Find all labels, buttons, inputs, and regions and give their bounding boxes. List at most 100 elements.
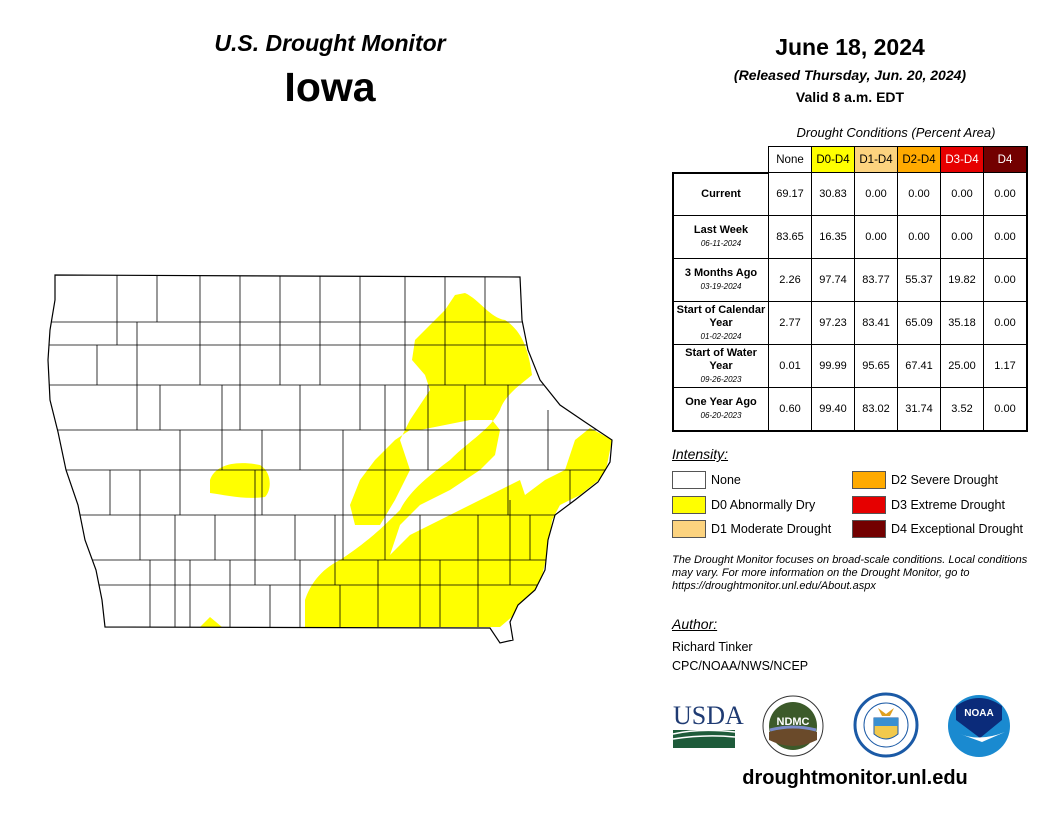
column-header-d0-d4: D0-D4 xyxy=(811,146,855,173)
noaa-logo: NOAA xyxy=(948,695,1010,757)
value-cell: 19.82 xyxy=(940,258,984,302)
legend-heading: Intensity: xyxy=(672,446,729,462)
row-label: 3 Months Ago 03-19-2024 xyxy=(672,258,769,302)
value-cell: 83.41 xyxy=(854,301,898,345)
disclaimer-note: The Drought Monitor focuses on broad-sca… xyxy=(672,554,1028,592)
row-date: 06-11-2024 xyxy=(700,239,742,248)
table-row: Current 69.17 30.83 0.00 0.00 0.00 0.00 xyxy=(672,172,1028,216)
value-cell: 83.77 xyxy=(854,258,898,302)
table-row: Start of Water Year 09-26-2023 0.01 99.99 95… xyxy=(672,344,1028,388)
column-header-d4: D4 xyxy=(983,146,1028,173)
value-cell: 0.00 xyxy=(897,172,941,216)
table-row: One Year Ago 06-20-2023 0.60 99.40 83.02 31.7… xyxy=(672,387,1028,432)
corner-cell xyxy=(673,146,769,174)
row-date: 09-26-2023 xyxy=(700,374,742,384)
value-cell: 95.65 xyxy=(854,344,898,388)
value-cell: 0.00 xyxy=(854,172,898,216)
website-url[interactable]: droughtmonitor.unl.edu xyxy=(742,767,968,789)
value-cell: 0.00 xyxy=(983,387,1028,432)
column-header-d2-d4: D2-D4 xyxy=(897,146,941,173)
row-label-text: Last Week xyxy=(693,224,749,236)
value-cell: 16.35 xyxy=(811,215,855,259)
legend-label: D2 Severe Drought xyxy=(891,473,999,487)
column-header-d3-d4: D3-D4 xyxy=(940,146,984,173)
table-caption: Drought Conditions (Percent Area) xyxy=(796,125,996,140)
value-cell: 55.37 xyxy=(897,258,941,302)
legend-label: D3 Extreme Drought xyxy=(891,498,1005,512)
legend-item: None xyxy=(672,471,741,489)
svg-text:NDMC: NDMC xyxy=(777,716,810,728)
row-label: Current xyxy=(672,172,769,216)
commerce-seal-logo xyxy=(853,692,919,758)
row-label-text: One Year Ago xyxy=(685,396,757,408)
author-org: CPC/NOAA/NWS/NCEP xyxy=(672,659,809,673)
row-label: Last Week 06-11-2024 xyxy=(672,215,769,259)
county-boundaries xyxy=(48,275,612,627)
value-cell: 2.26 xyxy=(768,258,812,302)
map-date: June 18, 2024 xyxy=(775,34,925,60)
value-cell: 3.52 xyxy=(940,387,984,432)
legend-item: D4 Exceptional Drought xyxy=(852,520,1023,538)
table-row: 3 Months Ago 03-19-2024 2.26 97.74 83.77 55.3… xyxy=(672,258,1028,302)
legend-swatch xyxy=(852,471,886,489)
value-cell: 0.00 xyxy=(983,258,1028,302)
value-cell: 0.00 xyxy=(854,215,898,259)
legend-label: None xyxy=(711,473,741,487)
value-cell: 83.02 xyxy=(854,387,898,432)
value-cell: 0.00 xyxy=(897,215,941,259)
column-header-d1-d4: D1-D4 xyxy=(854,146,898,173)
value-cell: 99.40 xyxy=(811,387,855,432)
value-cell: 35.18 xyxy=(940,301,984,345)
row-label: Start of Calendar Year 01-02-2024 xyxy=(672,301,769,345)
legend-item: D3 Extreme Drought xyxy=(852,496,1005,514)
row-label-text: Start of Water Year xyxy=(685,346,757,372)
agency-logos: USDA NDMC NOAA xyxy=(672,692,1010,758)
author-name: Richard Tinker xyxy=(672,640,753,654)
legend-label: D4 Exceptional Drought xyxy=(891,522,1024,536)
value-cell: 0.00 xyxy=(940,215,984,259)
valid-time: Valid 8 a.m. EDT xyxy=(795,89,905,105)
table-row: Last Week 06-11-2024 83.65 16.35 0.00 0.00 0.0… xyxy=(672,215,1028,259)
legend-label: D1 Moderate Drought xyxy=(711,522,832,536)
table-row: Start of Calendar Year 01-02-2024 2.77 97.2… xyxy=(672,301,1028,345)
row-label-text: Current xyxy=(701,187,741,200)
value-cell: 1.17 xyxy=(983,344,1028,388)
value-cell: 31.74 xyxy=(897,387,941,432)
author-heading: Author: xyxy=(672,616,718,632)
legend-item: D0 Abnormally Dry xyxy=(672,496,815,514)
row-date: 06-20-2023 xyxy=(700,411,742,420)
value-cell: 65.09 xyxy=(897,301,941,345)
legend-swatch xyxy=(672,496,706,514)
map-title: U.S. Drought Monitor xyxy=(214,30,446,56)
value-cell: 83.65 xyxy=(768,215,812,259)
row-label: Start of Water Year 09-26-2023 xyxy=(672,344,769,388)
value-cell: 0.01 xyxy=(768,344,812,388)
value-cell: 0.60 xyxy=(768,387,812,432)
column-header-none: None xyxy=(768,146,812,173)
value-cell: 99.99 xyxy=(811,344,855,388)
value-cell: 0.00 xyxy=(983,215,1028,259)
region-name: Iowa xyxy=(284,64,376,110)
value-cell: 25.00 xyxy=(940,344,984,388)
legend-swatch xyxy=(852,496,886,514)
author-info: Richard Tinker CPC/NOAA/NWS/NCEP xyxy=(672,638,808,676)
iowa-map xyxy=(47,274,613,644)
value-cell: 30.83 xyxy=(811,172,855,216)
row-date: 03-19-2024 xyxy=(700,282,742,291)
legend-swatch xyxy=(672,520,706,538)
value-cell: 0.00 xyxy=(983,172,1028,216)
value-cell: 0.00 xyxy=(983,301,1028,345)
usda-logo: USDA xyxy=(672,701,744,748)
value-cell: 97.74 xyxy=(811,258,855,302)
legend-swatch xyxy=(852,520,886,538)
value-cell: 97.23 xyxy=(811,301,855,345)
ndmc-logo: NDMC xyxy=(762,695,824,757)
legend-item: D2 Severe Drought xyxy=(852,471,998,489)
row-label-text: 3 Months Ago xyxy=(684,267,758,279)
svg-text:NOAA: NOAA xyxy=(964,708,993,719)
legend-item: D1 Moderate Drought xyxy=(672,520,831,538)
value-cell: 67.41 xyxy=(897,344,941,388)
release-date: (Released Thursday, Jun. 20, 2024) xyxy=(733,67,967,83)
svg-text:USDA: USDA xyxy=(673,701,744,730)
